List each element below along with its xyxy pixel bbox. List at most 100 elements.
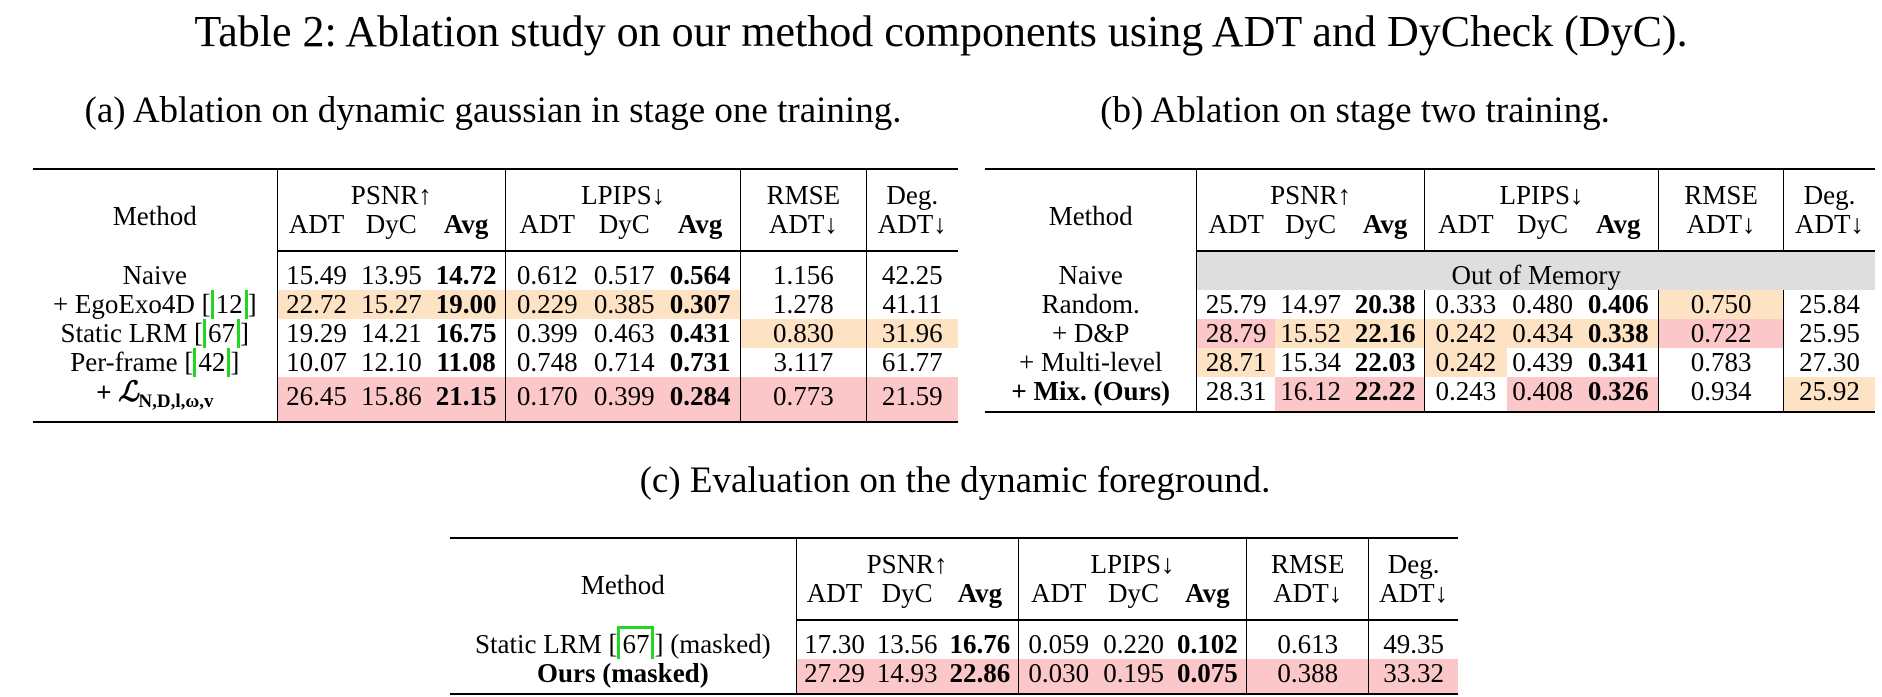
header-rmse-adt: ADT↓: [740, 210, 867, 252]
cell: 0.341: [1587, 348, 1649, 377]
table-a: Method PSNR↑ LPIPS↓ RMSE Deg. ADT DyC Av…: [33, 168, 958, 423]
method-suffix: ]: [247, 290, 257, 319]
row-method: Per-frame [42]: [33, 348, 277, 377]
table-row: + Multi-level 28.71 15.34 22.03 0.242 0.…: [985, 348, 1875, 377]
cell: 0.783: [1658, 348, 1784, 377]
row-method: + EgoExo4D [12]: [33, 290, 277, 319]
header-deg: Deg.: [1368, 538, 1458, 579]
caption-c: (c) Evaluation on the dynamic foreground…: [639, 460, 1271, 501]
cell: 41.11: [865, 290, 958, 319]
cell: 22.86: [941, 659, 1019, 694]
header-adt: ADT: [505, 210, 589, 252]
header-adt: ADT: [795, 579, 873, 621]
header-method: Method: [580, 569, 665, 600]
cell: 0.242: [1423, 348, 1507, 377]
cell: 19.29: [276, 319, 356, 348]
header-rmse: RMSE: [1246, 538, 1369, 579]
header-dyc: DyC: [1506, 210, 1579, 252]
cell: 16.12: [1274, 377, 1347, 412]
cell: 19.00: [427, 290, 506, 319]
header-avg: Avg: [1168, 579, 1247, 621]
cell: 1.156: [740, 251, 867, 290]
cell: 21.59: [865, 377, 958, 422]
cell: 22.16: [1346, 319, 1425, 348]
cell: 15.34: [1280, 348, 1342, 377]
row-method: + D&P: [1051, 319, 1130, 348]
loss-subscript: N,D,l,ω,v: [138, 391, 214, 412]
cell: 22.22: [1346, 377, 1425, 412]
method-prefix: +: [96, 377, 119, 407]
cell: 12.10: [360, 348, 422, 377]
cell: 0.388: [1246, 659, 1369, 694]
row-method: + Multi-level: [1018, 348, 1163, 377]
method-text: Static LRM [: [474, 628, 618, 659]
citation-link[interactable]: 67: [203, 319, 241, 348]
header-deg-adt: ADT↓: [1783, 210, 1875, 252]
header-lpips: LPIPS↓: [505, 169, 741, 210]
cell: 0.731: [669, 348, 731, 377]
header-method: Method: [1048, 200, 1133, 231]
header-psnr: PSNR↑: [276, 169, 506, 210]
cell: 0.463: [593, 319, 655, 348]
header-adt: ADT: [1423, 210, 1507, 252]
cell: 31.96: [865, 319, 958, 348]
cell: 0.338: [1578, 319, 1659, 348]
cell: 1.278: [740, 290, 867, 319]
cell: 0.431: [669, 319, 731, 348]
caption-b: (b) Ablation on stage two training.: [1100, 90, 1610, 131]
header-dyc: DyC: [872, 579, 942, 621]
cell: 0.399: [588, 377, 661, 422]
header-psnr: PSNR↑: [1196, 169, 1425, 210]
caption-a: (a) Ablation on dynamic gaussian in stag…: [84, 90, 902, 131]
cell: 17.30: [795, 620, 873, 659]
cell: 0.229: [505, 290, 589, 319]
row-method: Static LRM [67]: [33, 319, 277, 348]
header-adt: ADT: [276, 210, 356, 252]
header-deg-adt: ADT↓: [865, 210, 958, 252]
table-row: + D&P 28.79 15.52 22.16 0.242 0.434 0.33…: [985, 319, 1875, 348]
cell: 14.21: [360, 319, 422, 348]
row-method: Static LRM [67] (masked): [450, 620, 796, 659]
cell: 0.243: [1423, 377, 1507, 412]
cell: 0.102: [1176, 629, 1238, 659]
header-psnr: PSNR↑: [795, 538, 1019, 579]
citation-link[interactable]: 12: [210, 290, 248, 319]
header-lpips: LPIPS↓: [1423, 169, 1659, 210]
header-dyc: DyC: [1098, 579, 1169, 621]
header-deg: Deg.: [1783, 169, 1875, 210]
method-suffix: ]: [230, 348, 240, 377]
cell: 13.56: [876, 629, 938, 659]
table-row: + EgoExo4D [12] 22.72 15.27 19.00 0.229 …: [33, 290, 958, 319]
loss-symbol: ℒ: [118, 377, 139, 408]
header-rmse: RMSE: [740, 169, 867, 210]
cell: 0.830: [740, 319, 867, 348]
cell: 0.934: [1658, 377, 1784, 412]
citation-link[interactable]: 42: [193, 348, 231, 377]
table-b: Method PSNR↑ LPIPS↓ RMSE Deg. ADT DyC Av…: [985, 168, 1875, 413]
cell: 0.059: [1017, 620, 1099, 659]
citation-link[interactable]: 67: [617, 625, 655, 659]
method-text: + EgoExo4D [: [52, 290, 211, 319]
header-method: Method: [112, 200, 197, 231]
cell: 28.79: [1196, 319, 1275, 348]
cell: 0.284: [660, 377, 741, 422]
table-row: Static LRM [67] 19.29 14.21 16.75 0.399 …: [33, 319, 958, 348]
table-row: + Mix. (Ours) 28.31 16.12 22.22 0.243 0.…: [985, 377, 1875, 412]
cell: 25.84: [1783, 290, 1875, 319]
cell: 0.399: [505, 319, 589, 348]
cell: 16.76: [949, 629, 1011, 659]
header-dyc: DyC: [1274, 210, 1347, 252]
table-row: Random. 25.79 14.97 20.38 0.333 0.480 0.…: [985, 290, 1875, 319]
cell: 11.08: [436, 348, 496, 377]
row-method: + Mix. (Ours): [1011, 377, 1170, 406]
cell: 33.32: [1368, 659, 1458, 694]
cell: 49.35: [1368, 620, 1458, 659]
cell: 28.31: [1196, 377, 1275, 412]
cell: 0.517: [593, 260, 655, 290]
cell: 0.564: [669, 260, 731, 290]
cell: 0.170: [505, 377, 589, 422]
cell: 0.480: [1512, 290, 1573, 319]
cell: 25.92: [1783, 377, 1875, 412]
header-deg-adt: ADT↓: [1368, 579, 1458, 621]
header-rmse-adt: ADT↓: [1246, 579, 1369, 621]
